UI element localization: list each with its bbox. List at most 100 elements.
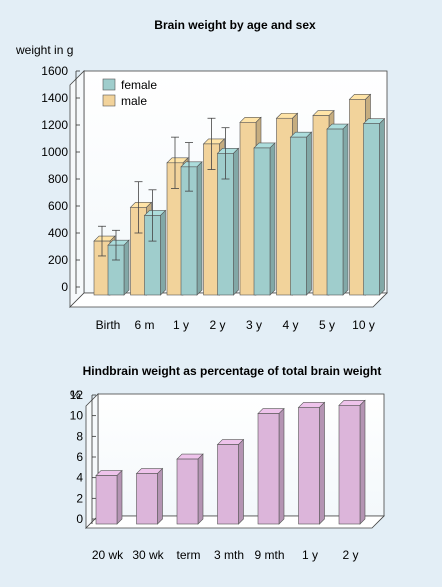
chart1-y-tick-label: 200 [48,253,68,267]
bar-hindbrain-5 [297,401,326,525]
bar-hindbrain-2-front [176,458,199,525]
chart2-y-axis: 0 2 4 6 8 10 12 [70,388,96,526]
brain-weight-chart: Brain weight by age and sex weight in g … [15,18,388,332]
chart1-x-tick-label: 3 y [246,318,262,332]
bar-female-4-side [269,142,276,296]
bar-hindbrain-0-side [116,469,123,525]
chart1-plot-area-side-wall [69,70,85,308]
bar-female-6-side [342,123,349,296]
chart1-x-tick-label: 4 y [282,318,298,332]
bar-hindbrain-5-side [319,401,325,525]
bar-male-7-front [349,99,366,296]
chart2-title: Hindbrain weight as percentage of total … [83,364,382,378]
chart2-x-tick-label: 3 mth [214,548,244,562]
bar-hindbrain-6-side [359,399,366,525]
chart2-y-axis-label: % [70,388,81,402]
bar-female-0 [107,239,130,296]
error-bar-male-0 [98,225,106,257]
bar-hindbrain-4-side [278,407,285,525]
error-bar-female-1 [148,189,157,242]
bar-hindbrain-6-front [338,405,361,525]
chart1-y-tick-label: 1000 [41,145,68,159]
chart1-plot-area-floor [69,292,388,308]
chart2-y-tick-label: 0 [76,512,83,526]
bar-female-5-side [306,131,312,296]
bar-hindbrain-2-side [197,453,204,525]
bar-hindbrain-1 [135,467,164,525]
chart1-y-tick-label: 1600 [41,64,68,78]
bar-female-2 [180,161,203,296]
chart1-x-tick-label: 5 y [319,318,335,332]
bar-male-6-front [312,115,330,296]
legend-label-male: male [121,94,147,108]
bar-female-7 [362,117,386,296]
legend-swatch-male [102,94,116,107]
chart2-y-tick-label: 10 [70,409,84,423]
bar-hindbrain-4-front [257,413,280,525]
chart1-y-axis: 0 200 400 600 800 1000 1200 1400 1600 [41,64,80,294]
bar-female-6 [326,123,349,296]
bar-male-5-front [276,117,293,296]
error-bar-male-2 [171,136,179,189]
bar-female-0-side [123,239,130,296]
chart2-x-tick-label: 2 y [342,548,358,562]
chart1-x-tick-label: 6 m [134,318,154,332]
bar-hindbrain-3-front [217,444,239,525]
bar-hindbrain-5-front [298,407,320,525]
chart2-y-tick-label: 12 [70,388,84,402]
chart1-title: Brain weight by age and sex [154,18,316,32]
hindbrain-percentage-chart: Hindbrain weight as percentage of total … [70,364,385,562]
bar-female-3-side [233,147,239,296]
chart1-y-tick-label: 0 [61,280,68,294]
bar-hindbrain-3-side [238,438,244,525]
chart2-bars [95,399,366,525]
chart1-legend: female male [102,78,157,108]
chart1-y-tick-label: 1400 [41,91,68,105]
bar-female-5 [289,131,313,296]
bar-hindbrain-2 [176,453,204,525]
bar-female-1 [143,209,167,296]
bar-female-7-front [363,123,380,296]
chart2-x-tick-label: 30 wk [132,548,164,562]
chart2-x-tick-label: 1 y [302,548,318,562]
bar-female-5-front [290,136,307,296]
bar-female-4-front [253,147,271,296]
bar-female-3 [216,147,240,296]
chart2-y-tick-label: 2 [76,491,83,505]
bar-hindbrain-6 [338,399,366,525]
bar-hindbrain-1-front [136,473,158,525]
chart2-y-tick-label: 8 [76,429,83,443]
bar-female-6-front [326,128,344,296]
chart2-x-tick-label: 20 wk [92,548,124,562]
chart2-y-tick-label: 6 [76,450,83,464]
chart1-y-axis-label: weight in g [15,43,73,57]
error-bar-female-2 [185,142,193,192]
chart1-y-tick-label: 800 [48,172,68,186]
bar-hindbrain-1-side [157,467,163,525]
bar-female-4 [253,142,276,296]
bar-hindbrain-0-front [95,475,118,525]
chart1-y-tick-label: 1200 [41,118,68,132]
bar-hindbrain-3 [216,438,245,525]
bar-hindbrain-4 [257,407,285,525]
chart1-x-tick-label: 2 y [209,318,225,332]
chart1-y-tick-label: 400 [48,226,68,240]
error-bar-female-3 [221,127,230,180]
chart1-bars [93,93,386,296]
bar-hindbrain-0 [95,469,123,525]
chart2-x-tick-label: 9 mth [254,548,284,562]
legend-swatch-female [102,78,116,91]
chart2-y-tick-label: 4 [76,471,83,485]
bar-female-7-side [379,117,385,296]
error-bar-male-1 [134,181,143,234]
error-bar-female-0 [112,229,120,261]
chart2-x-tick-label: term [177,548,201,562]
chart1-x-tick-label: 1 y [173,318,189,332]
error-bar-male-3 [207,117,216,170]
chart1-x-tick-label: 10 y [352,318,375,332]
legend-label-female: female [121,78,157,92]
chart1-y-tick-label: 600 [48,199,68,213]
chart1-x-tick-label: Birth [96,318,121,332]
bar-female-2-side [196,161,203,296]
